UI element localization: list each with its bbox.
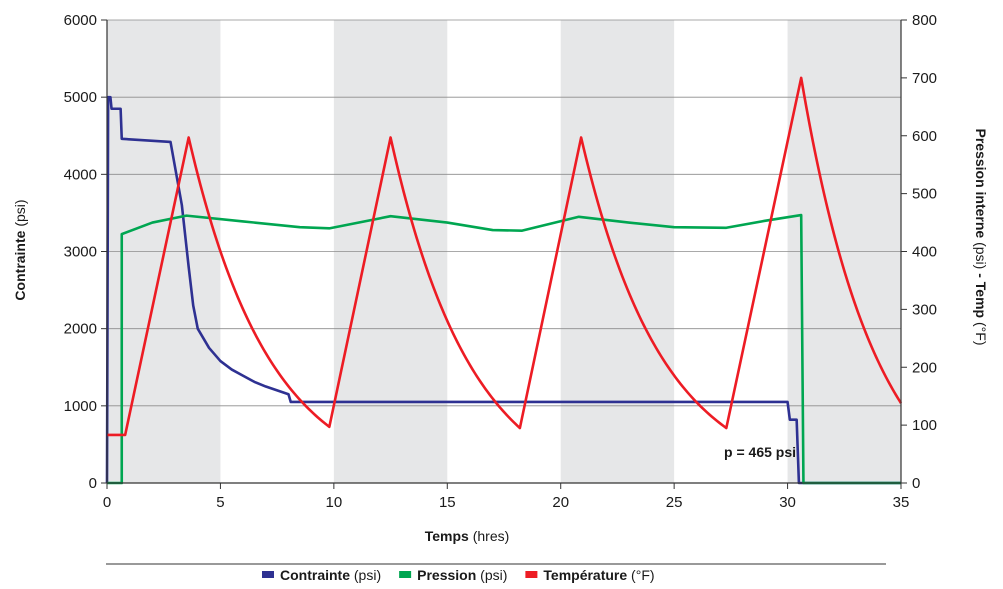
legend-name-pression: Pression <box>417 567 476 583</box>
right-axis-title-unit-2: (°F) <box>973 322 989 345</box>
right-tick-label-8: 800 <box>912 12 937 29</box>
series-layer <box>105 76 903 485</box>
series-line-temprature <box>107 76 903 437</box>
x-axis-ticks: 0 5 10 15 20 25 30 35 <box>103 483 910 511</box>
left-axis-ticks: 0 1000 2000 3000 4000 5000 6000 <box>64 12 107 492</box>
legend-unit-temprature: (°F) <box>627 567 654 583</box>
right-tick-label-1: 100 <box>912 417 937 434</box>
left-tick-label-5: 5000 <box>64 89 97 106</box>
left-tick-label-3: 3000 <box>64 244 97 261</box>
right-tick-label-0: 0 <box>912 475 920 492</box>
x-axis-title-unit: (hres) <box>473 528 510 544</box>
legend-label-contrainte: Contrainte (psi) <box>280 567 381 583</box>
legend-label-pression: Pression (psi) <box>417 567 507 583</box>
left-axis-title: Contrainte (psi) <box>12 199 28 300</box>
pressure-annotation: p = 465 psi <box>724 444 796 460</box>
right-axis-title-bold-2: Temp <box>973 282 989 318</box>
right-tick-label-5: 500 <box>912 186 937 203</box>
legend: Contrainte (psi) Pression (psi) Températur… <box>262 567 655 583</box>
right-axis-title: Pression interne (psi) - Temp (°F) <box>973 129 989 346</box>
x-tick-label-6: 30 <box>779 494 796 511</box>
x-tick-label-0: 0 <box>103 494 111 511</box>
legend-swatch-temprature <box>525 571 538 578</box>
series-line-contrainte <box>105 95 901 485</box>
left-tick-label-2: 2000 <box>64 321 97 338</box>
legend-swatch-pression <box>399 571 412 578</box>
series-line-pression <box>107 213 901 485</box>
left-axis-title-bold: Contrainte <box>12 230 28 300</box>
legend-label-temprature: Température (°F) <box>543 567 654 583</box>
left-tick-label-4: 4000 <box>64 166 97 183</box>
x-tick-label-1: 5 <box>216 494 224 511</box>
x-tick-label-7: 35 <box>893 494 910 511</box>
left-tick-label-0: 0 <box>89 475 97 492</box>
x-tick-label-4: 20 <box>552 494 569 511</box>
legend-name-temprature: Température <box>543 567 627 583</box>
legend-swatch-contrainte <box>262 571 274 578</box>
legend-name-contrainte: Contrainte <box>280 567 350 583</box>
x-axis-title: Temps (hres) <box>425 528 510 544</box>
right-axis-title-bold-1: Pression interne <box>973 129 989 239</box>
right-tick-label-2: 200 <box>912 359 937 376</box>
right-tick-label-7: 700 <box>912 70 937 87</box>
x-axis-title-bold: Temps <box>425 528 469 544</box>
x-tick-label-5: 25 <box>666 494 683 511</box>
right-tick-label-4: 400 <box>912 244 937 261</box>
left-axis-title-unit: (psi) <box>12 199 28 226</box>
x-tick-label-2: 10 <box>326 494 343 511</box>
left-tick-label-6: 6000 <box>64 12 97 29</box>
right-axis-title-unit-1: (psi) <box>973 242 989 269</box>
left-tick-label-1: 1000 <box>64 398 97 415</box>
right-axis-title-sep: - <box>973 269 989 281</box>
right-tick-label-6: 600 <box>912 128 937 145</box>
legend-unit-contrainte: (psi) <box>350 567 381 583</box>
right-tick-label-3: 300 <box>912 301 937 318</box>
right-axis-ticks: 0 100 200 300 400 500 600 700 800 <box>901 12 937 492</box>
x-tick-label-3: 15 <box>439 494 456 511</box>
legend-unit-pression: (psi) <box>476 567 507 583</box>
